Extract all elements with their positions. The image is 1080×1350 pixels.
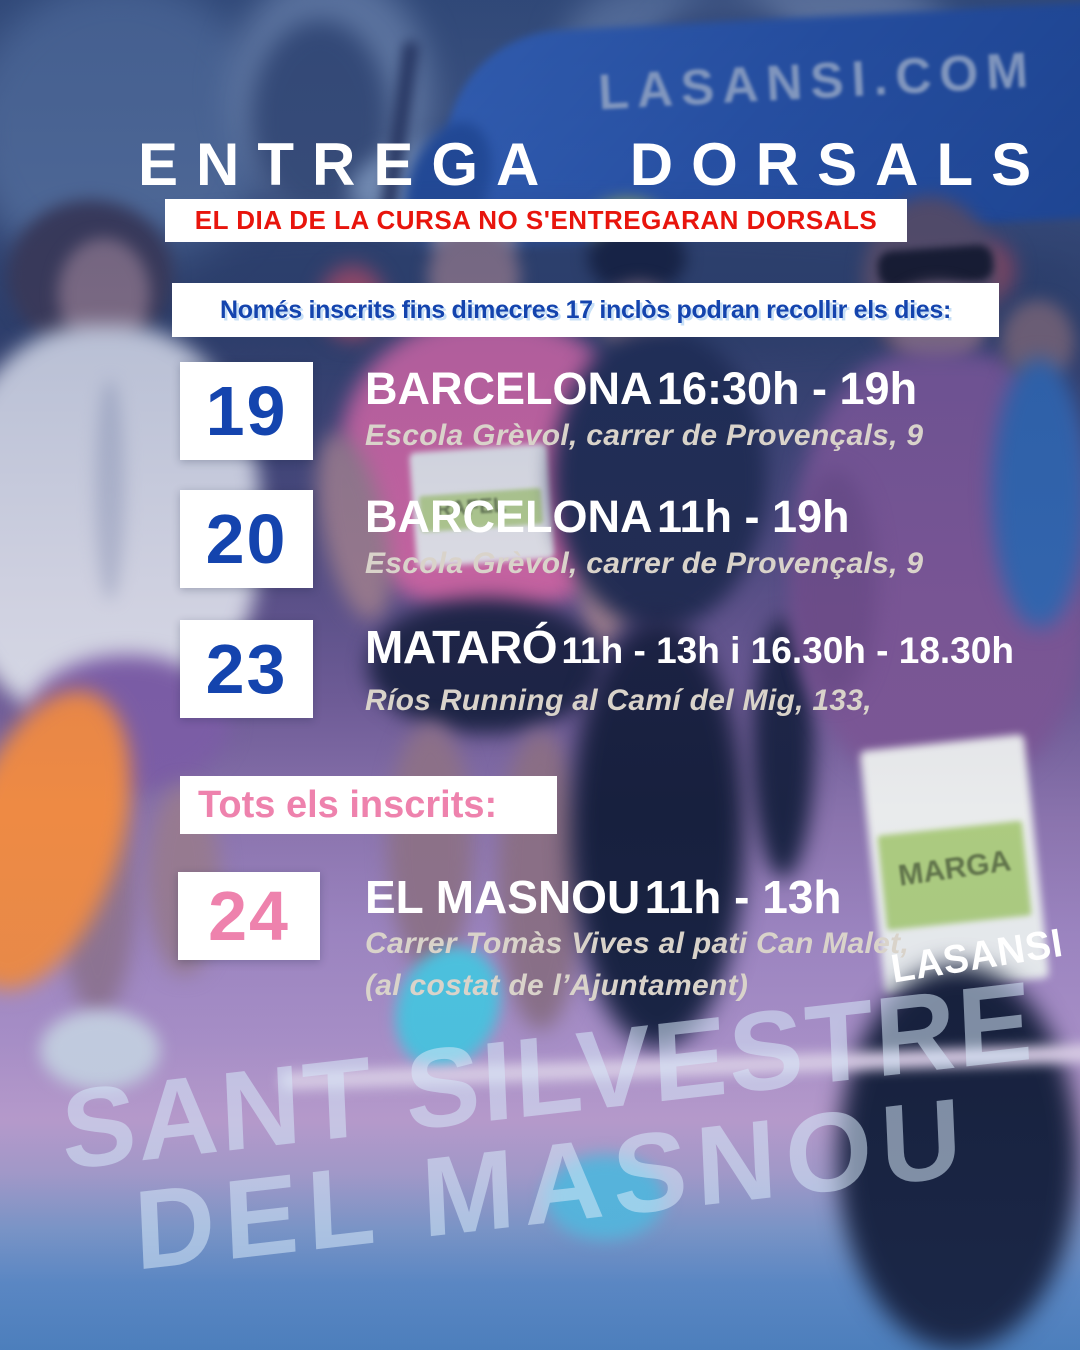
all-registered-banner: Tots els inscrits: <box>180 776 557 834</box>
left-runner-zip <box>95 380 125 600</box>
row-23-place: MATARÓ <box>365 621 558 673</box>
row-24-location-line-1: Carrer Tomàs Vives al pati Can Malet, <box>365 927 910 960</box>
row-19-location: Escola Grèvol, carrer de Provençals, 9 <box>365 419 924 452</box>
row-20-location: Escola Grèvol, carrer de Provençals, 9 <box>365 547 924 580</box>
day-number-19: 19 <box>205 372 288 450</box>
row-19-time: 16:30h - 19h <box>656 363 918 414</box>
center-runner-shoe-cyan-2 <box>545 1155 665 1240</box>
right-runner-legs <box>838 965 1078 1350</box>
day-number-20: 20 <box>205 500 288 578</box>
poster-title: ENTREGA DORSALS <box>138 131 1050 198</box>
row-24-place: EL MASNOU <box>365 871 641 923</box>
row-23-title: MATARÓ 11h - 13h i 16.30h - 18.30h <box>365 620 1014 674</box>
eligibility-banner: Només inscrits fins dimecres 17 inclòs p… <box>172 283 999 337</box>
row-24-time: 11h - 13h <box>644 871 842 923</box>
day-square-19: 19 <box>180 362 313 460</box>
day-square-24: 24 <box>178 872 320 960</box>
right-runner-arm <box>792 470 877 700</box>
row-20-time: 11h - 19h <box>656 491 850 542</box>
warning-text: EL DIA DE LA CURSA NO S'ENTREGARAN DORSA… <box>194 205 878 235</box>
day-number-23: 23 <box>205 630 288 708</box>
row-24-location-line-2: (al costat de l’Ajuntament) <box>365 969 749 1002</box>
capped-runner-legs <box>570 618 745 1048</box>
row-23-location: Ríos Running al Camí del Mig, 133, <box>365 684 872 717</box>
center-runner-leg <box>388 722 473 972</box>
row-19-title: BARCELONA 16:30h - 19h <box>365 363 917 415</box>
left-runner-shoe <box>40 1010 160 1090</box>
row-20-title: BARCELONA 11h - 19h <box>365 491 850 543</box>
row-19-place: BARCELONA <box>365 363 653 414</box>
row-23-time: 11h - 13h i 16.30h - 18.30h <box>561 630 1014 671</box>
day-square-20: 20 <box>180 490 313 588</box>
brand-signature: LASANSI <box>888 920 1067 992</box>
row-24-title: EL MASNOU 11h - 13h <box>365 870 842 924</box>
capped-runner-body <box>552 328 767 628</box>
center-runner-shorts <box>368 598 603 733</box>
warning-banner: EL DIA DE LA CURSA NO S'ENTREGARAN DORSA… <box>165 199 907 242</box>
all-registered-text: Tots els inscrits: <box>198 783 498 826</box>
eligibility-text: Només inscrits fins dimecres 17 inclòs p… <box>219 295 952 324</box>
row-20-place: BARCELONA <box>365 491 653 542</box>
blue-jacket-runner-body <box>992 358 1080 628</box>
day-number-24: 24 <box>208 877 290 955</box>
day-square-23: 23 <box>180 620 313 718</box>
